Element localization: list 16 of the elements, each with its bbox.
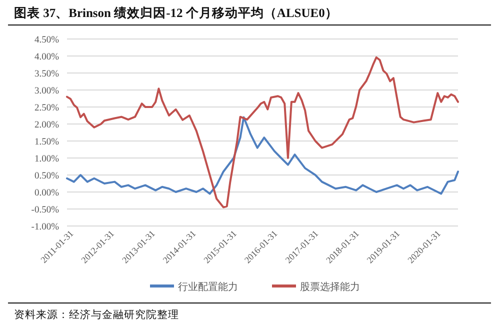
- y-tick-label: 3.00%: [34, 86, 60, 96]
- y-tick-label: 3.50%: [34, 70, 60, 80]
- y-tick-label: -1.00%: [31, 222, 60, 232]
- legend-label: 股票选择能力: [300, 281, 360, 293]
- y-tick-label: 0.50%: [34, 172, 60, 182]
- y-tick-label: 1.00%: [34, 154, 60, 164]
- y-tick-label: 4.00%: [34, 52, 60, 62]
- chart-title: 图表 37、Brinson 绩效归因-12 个月移动平均（ALSUE0）: [14, 6, 338, 20]
- y-tick-label: 4.50%: [34, 36, 60, 46]
- y-tick-label: 1.50%: [34, 138, 60, 148]
- y-tick-label: 2.50%: [34, 104, 60, 114]
- y-tick-label: 2.00%: [34, 120, 60, 130]
- legend-label: 行业配置能力: [178, 281, 238, 293]
- y-tick-label: -0.50%: [31, 206, 60, 216]
- y-tick-label: 0.00%: [34, 188, 60, 198]
- text: 资料来源：经济与金融研究院整理: [14, 308, 179, 321]
